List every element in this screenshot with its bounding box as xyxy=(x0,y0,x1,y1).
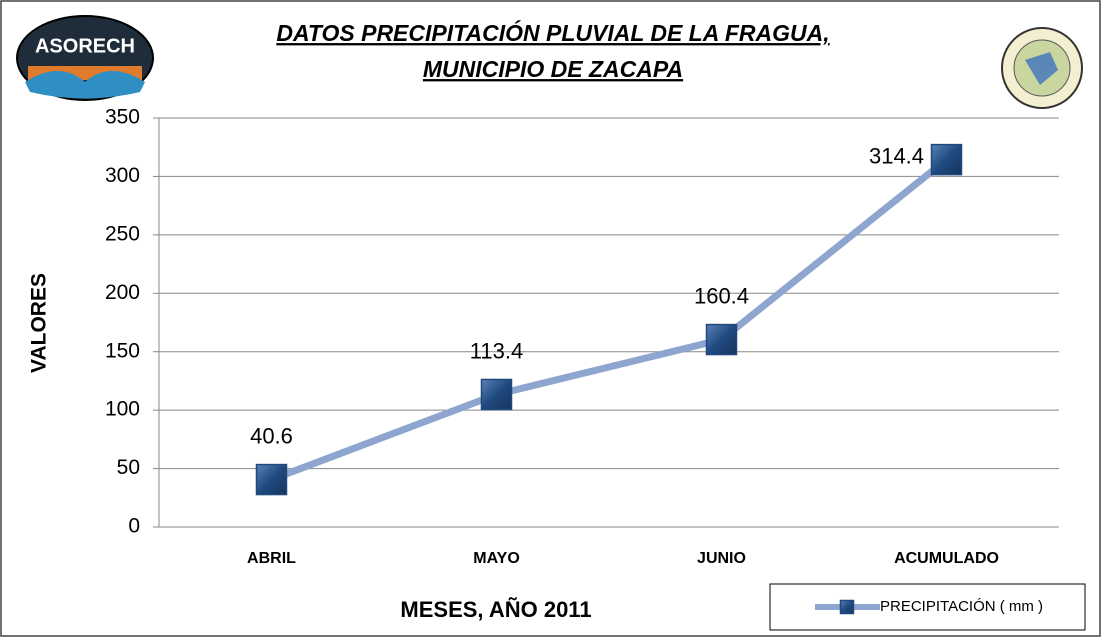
data-label: 40.6 xyxy=(250,423,293,448)
y-tick-label: 250 xyxy=(105,222,140,245)
legend-label: PRECIPITACIÓN ( mm ) xyxy=(880,598,1043,615)
x-tick-label: ACUMULADO xyxy=(894,550,999,567)
data-label: 314.4 xyxy=(869,143,924,168)
x-tick-label: MAYO xyxy=(473,550,520,567)
y-axis-label: VALORES xyxy=(28,273,51,373)
marker xyxy=(930,143,963,176)
x-tick-label: JUNIO xyxy=(697,550,746,567)
y-tick-label: 350 xyxy=(105,106,140,129)
marker xyxy=(705,323,738,356)
chart-title: MUNICIPIO DE ZACAPA xyxy=(423,56,683,82)
logo-left: ASORECH xyxy=(16,15,154,101)
x-tick-label: ABRIL xyxy=(247,550,296,567)
y-tick-label: 0 xyxy=(128,515,140,538)
y-tick-label: 300 xyxy=(105,164,140,187)
data-label: 113.4 xyxy=(470,338,523,363)
y-tick-label: 100 xyxy=(105,398,140,421)
logo-text: ASORECH xyxy=(35,35,135,57)
y-tick-label: 200 xyxy=(105,281,140,304)
data-label: 160.4 xyxy=(694,283,749,308)
marker xyxy=(480,378,513,411)
y-tick-label: 50 xyxy=(117,456,140,479)
line xyxy=(270,156,949,483)
chart-title: DATOS PRECIPITACIÓN PLUVIAL DE LA FRAGUA… xyxy=(276,19,829,46)
logo-right xyxy=(1001,27,1083,109)
x-axis-label: MESES, AÑO 2011 xyxy=(400,597,591,622)
marker xyxy=(839,599,855,615)
y-tick-label: 150 xyxy=(105,339,140,362)
marker xyxy=(255,463,288,496)
